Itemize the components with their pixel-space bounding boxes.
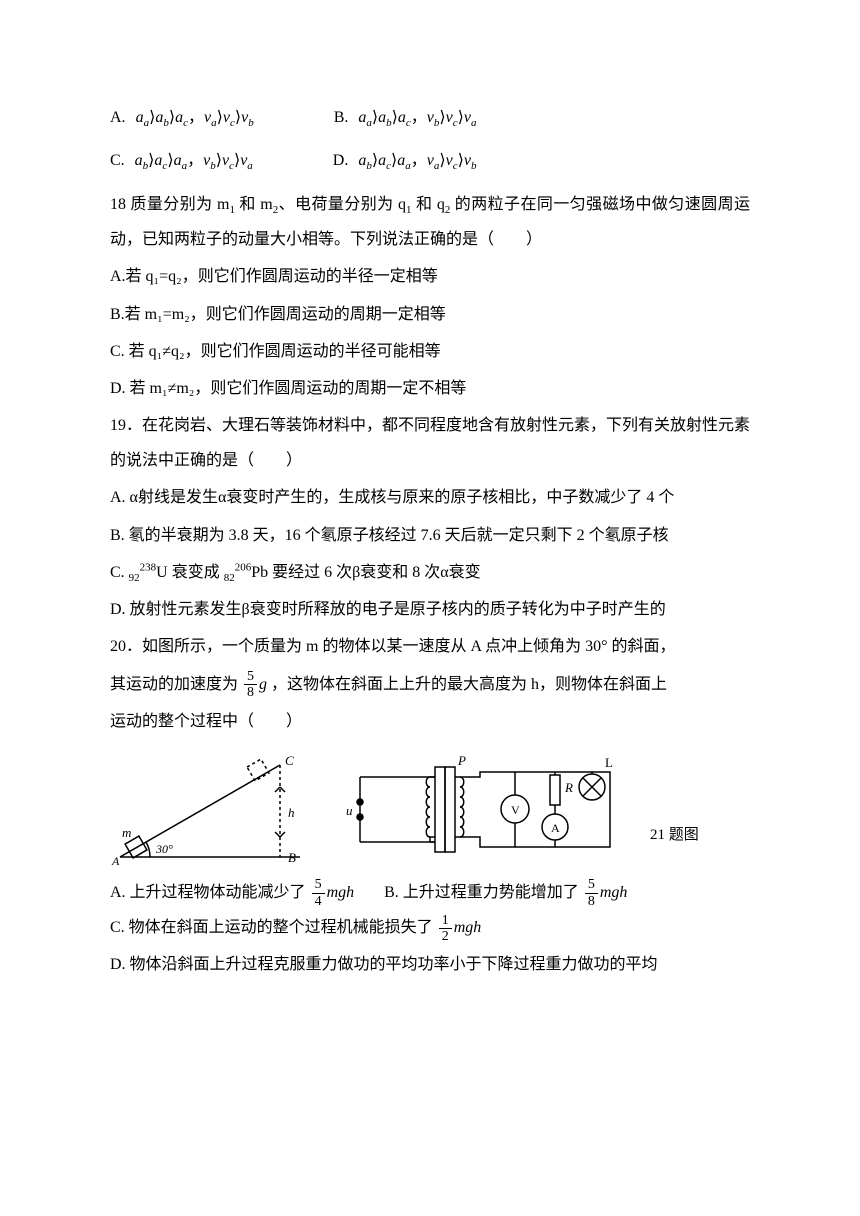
svg-text:V: V (511, 803, 520, 817)
svg-text:P: P (457, 753, 466, 768)
q18-stem: 18 质量分别为 m1 和 m2、电荷量分别为 q1 和 q2 的两粒子在同一匀… (110, 187, 750, 258)
q18-option-c: C. 若 q₁≠q₂，则它们作圆周运动的半径可能相等 (110, 334, 750, 369)
svg-text:R: R (564, 780, 573, 795)
q20-stem-line1: 20．如图所示，一个质量为 m 的物体以某一速度从 A 点冲上倾角为 30° 的… (110, 629, 750, 664)
circuit-diagram: u P V A R L (340, 747, 620, 867)
svg-text:L: L (605, 755, 613, 770)
q20-stem-line2: 其运动的加速度为 58g ，这物体在斜面上上升的最大高度为 h，则物体在斜面上 (110, 667, 750, 702)
q18-stem-text: 18 质量分别为 m (110, 196, 229, 213)
q17-option-d: D. ab⟩ac⟩aa，va⟩vc⟩vb (333, 143, 477, 178)
q19-option-a: A. α射线是发生α衰变时产生的，生成核与原来的原子核相比，中子数减少了 4 个 (110, 480, 750, 515)
q17-option-b: B. aa⟩ab⟩ac，vb⟩vc⟩va (334, 100, 477, 135)
figures-row: 30° m C h B A (110, 747, 750, 867)
svg-text:m: m (122, 825, 131, 840)
fig21-caption: 21 题图 (650, 819, 699, 852)
q20-stem-line3: 运动的整个过程中（ ） (110, 704, 750, 739)
q17-option-a: A. aa⟩ab⟩ac，va⟩vc⟩vb (110, 100, 254, 135)
svg-text:C: C (285, 753, 294, 768)
incline-diagram: 30° m C h B A (110, 747, 310, 867)
q17-options-row2: C. ab⟩ac⟩aa，vb⟩vc⟩va D. ab⟩ac⟩aa，va⟩vc⟩v… (110, 143, 750, 178)
q19-option-d: D. 放射性元素发生β衰变时所释放的电子是原子核内的质子转化为中子时产生的 (110, 592, 750, 627)
q19-option-b: B. 氡的半衰期为 3.8 天，16 个氡原子核经过 7.6 天后就一定只剩下 … (110, 518, 750, 553)
q17-options-row1: A. aa⟩ab⟩ac，va⟩vc⟩vb B. aa⟩ab⟩ac，vb⟩vc⟩v… (110, 100, 750, 135)
q18-option-a: A.若 q₁=q₂，则它们作圆周运动的半径一定相等 (110, 259, 750, 294)
q19-option-c: C. 92238U 衰变成 82206Pb 要经过 6 次β衰变和 8 次α衰变 (110, 555, 750, 590)
q20-option-c: C. 物体在斜面上运动的整个过程机械能损失了 12mgh (110, 910, 750, 945)
svg-text:u: u (346, 803, 353, 818)
q18-option-b: B.若 m₁=m₂，则它们作圆周运动的周期一定相等 (110, 297, 750, 332)
q19-stem: 19．在花岗岩、大理石等装饰材料中，都不同程度地含有放射性元素，下列有关放射性元… (110, 408, 750, 478)
q20-option-a: A. 上升过程物体动能减少了 54mgh (110, 875, 354, 910)
q20-option-b: B. 上升过程重力势能增加了 58mgh (384, 875, 627, 910)
svg-text:B: B (288, 850, 296, 865)
q18-option-d: D. 若 m₁≠m₂，则它们作圆周运动的周期一定不相等 (110, 371, 750, 406)
q20-option-d: D. 物体沿斜面上升过程克服重力做功的平均功率小于下降过程重力做功的平均 (110, 947, 750, 982)
svg-text:30°: 30° (155, 842, 173, 856)
q17-option-c: C. ab⟩ac⟩aa，vb⟩vc⟩va (110, 143, 253, 178)
q20-options-row1: A. 上升过程物体动能减少了 54mgh B. 上升过程重力势能增加了 58mg… (110, 875, 750, 910)
svg-text:A: A (551, 821, 560, 835)
svg-text:h: h (288, 805, 295, 820)
svg-text:A: A (111, 854, 120, 867)
